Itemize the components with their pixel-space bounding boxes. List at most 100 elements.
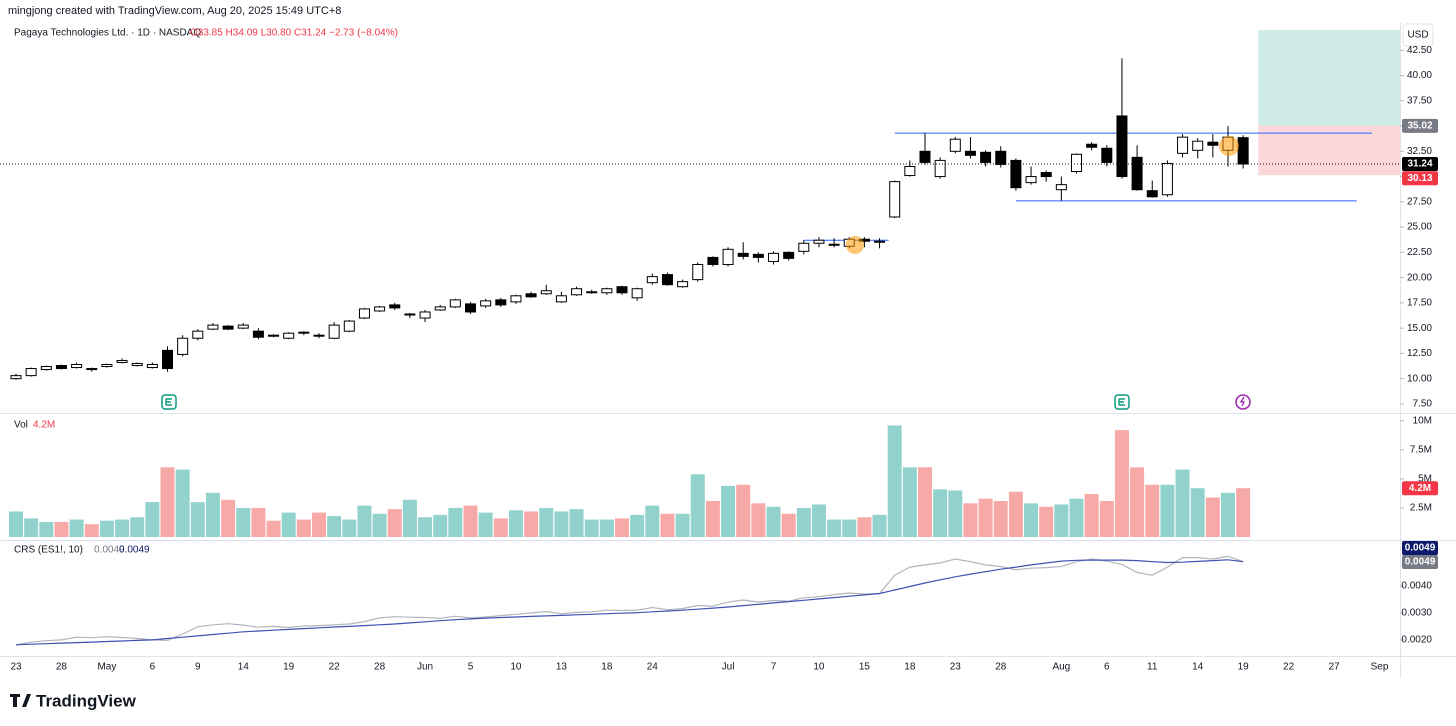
candle-body: [540, 290, 552, 295]
candle-body: [510, 295, 522, 303]
x-tick-label: Jul: [722, 662, 735, 673]
y-tick-label: 27.50: [1407, 196, 1432, 207]
candle-body: [86, 368, 98, 371]
volume-bar: [387, 509, 402, 537]
ohlc-legend: O33.85 H34.09 L30.80 C31.24 −2.73 (−8.04…: [190, 28, 398, 39]
candle-body: [661, 274, 673, 286]
candle-body: [434, 306, 446, 311]
x-tick-label: 10: [510, 662, 522, 673]
candle-body: [737, 252, 749, 257]
x-tick-label: 10: [813, 662, 825, 673]
volume-label: 4.2M: [1409, 483, 1431, 494]
candle-body: [1040, 172, 1052, 178]
earnings-icon[interactable]: [1114, 394, 1130, 410]
candle-body: [1071, 153, 1082, 173]
y-tick-label: 12.50: [1407, 348, 1432, 359]
y-tick-label: 0.0040: [1401, 581, 1432, 592]
volume-bar: [327, 516, 342, 537]
candle-body: [525, 293, 537, 298]
x-tick-label: 15: [859, 662, 871, 673]
candle-body: [1086, 143, 1098, 148]
volume-bar: [948, 490, 963, 537]
x-tick-label: 28: [995, 662, 1007, 673]
dividend-icon[interactable]: [1235, 394, 1251, 410]
candle-body: [55, 365, 67, 370]
candle-body: [177, 337, 189, 355]
candle-body: [252, 330, 264, 338]
volume-bar: [993, 500, 1008, 537]
volume-bar: [1054, 504, 1069, 537]
x-tick-label: 7: [771, 662, 777, 673]
candle-body: [449, 299, 461, 308]
candle-body: [480, 300, 492, 307]
candle-body: [131, 362, 143, 367]
volume-bar: [296, 519, 311, 537]
x-tick-label: 14: [238, 662, 250, 673]
volume-bar: [539, 507, 554, 537]
candle-body: [237, 324, 249, 329]
candle-body: [116, 359, 128, 363]
candle-body: [358, 308, 370, 319]
candle-body: [40, 366, 52, 371]
candle-body: [813, 239, 825, 244]
volume-bar: [660, 513, 675, 537]
volume-bar: [251, 507, 266, 537]
volume-bar: [508, 510, 523, 537]
indicator-label-box: [1402, 541, 1438, 555]
volume-bar: [221, 499, 236, 537]
y-tick-label: 10M: [1413, 415, 1432, 426]
candle-body: [919, 150, 931, 163]
y-tick-label: 20.00: [1407, 272, 1432, 283]
candle-body: [783, 251, 795, 259]
candle-body: [874, 240, 886, 243]
candle-body: [222, 325, 234, 330]
volume-bar: [448, 507, 463, 537]
volume-bar: [766, 506, 781, 537]
volume-bar: [705, 500, 720, 537]
indicator-legend-value: 0.0049: [94, 545, 125, 556]
volume-bar: [418, 517, 433, 537]
volume-bar: [478, 512, 493, 537]
x-tick-label: 23: [10, 662, 22, 673]
candle-body: [419, 311, 431, 319]
candle-body: [1010, 159, 1022, 189]
candle-body: [343, 320, 355, 332]
candle-body: [25, 368, 37, 377]
volume-bar: [645, 505, 660, 537]
candle-body: [752, 253, 764, 258]
volume-bar: [205, 492, 220, 537]
volume-bar: [1114, 430, 1129, 537]
x-tick-label: 23: [950, 662, 962, 673]
candle-body: [707, 256, 719, 265]
candle-body: [889, 181, 901, 218]
y-tick-label: 25.00: [1407, 222, 1432, 233]
candle-body: [283, 332, 295, 339]
volume-bar: [887, 425, 902, 537]
candle-body: [313, 334, 325, 337]
volume-bar: [372, 513, 387, 537]
volume-bar: [857, 517, 872, 537]
x-tick-label: 6: [1104, 662, 1110, 673]
x-tick-label: 13: [556, 662, 568, 673]
earnings-icon[interactable]: [161, 394, 177, 410]
brand-logo: TradingView: [10, 691, 137, 710]
candle-body: [389, 304, 401, 309]
candle-body: [404, 313, 416, 316]
volume-bar: [402, 499, 417, 537]
y-tick-label: 2.5M: [1410, 503, 1432, 514]
volume-bar: [357, 505, 372, 537]
volume-bar: [281, 512, 296, 537]
x-tick-label: 19: [283, 662, 295, 673]
volume-bar: [9, 511, 23, 537]
position-stop: [1258, 125, 1400, 176]
volume-bar: [1084, 494, 1099, 537]
x-tick-label: 28: [374, 662, 386, 673]
x-tick-label: Sep: [1371, 662, 1389, 673]
volume-bar: [1130, 467, 1145, 537]
volume-bar: [54, 521, 69, 537]
candle-body: [768, 252, 779, 262]
volume-bar: [69, 519, 84, 537]
x-tick-label: 5: [468, 662, 474, 673]
y-tick-label: 37.50: [1407, 95, 1432, 106]
